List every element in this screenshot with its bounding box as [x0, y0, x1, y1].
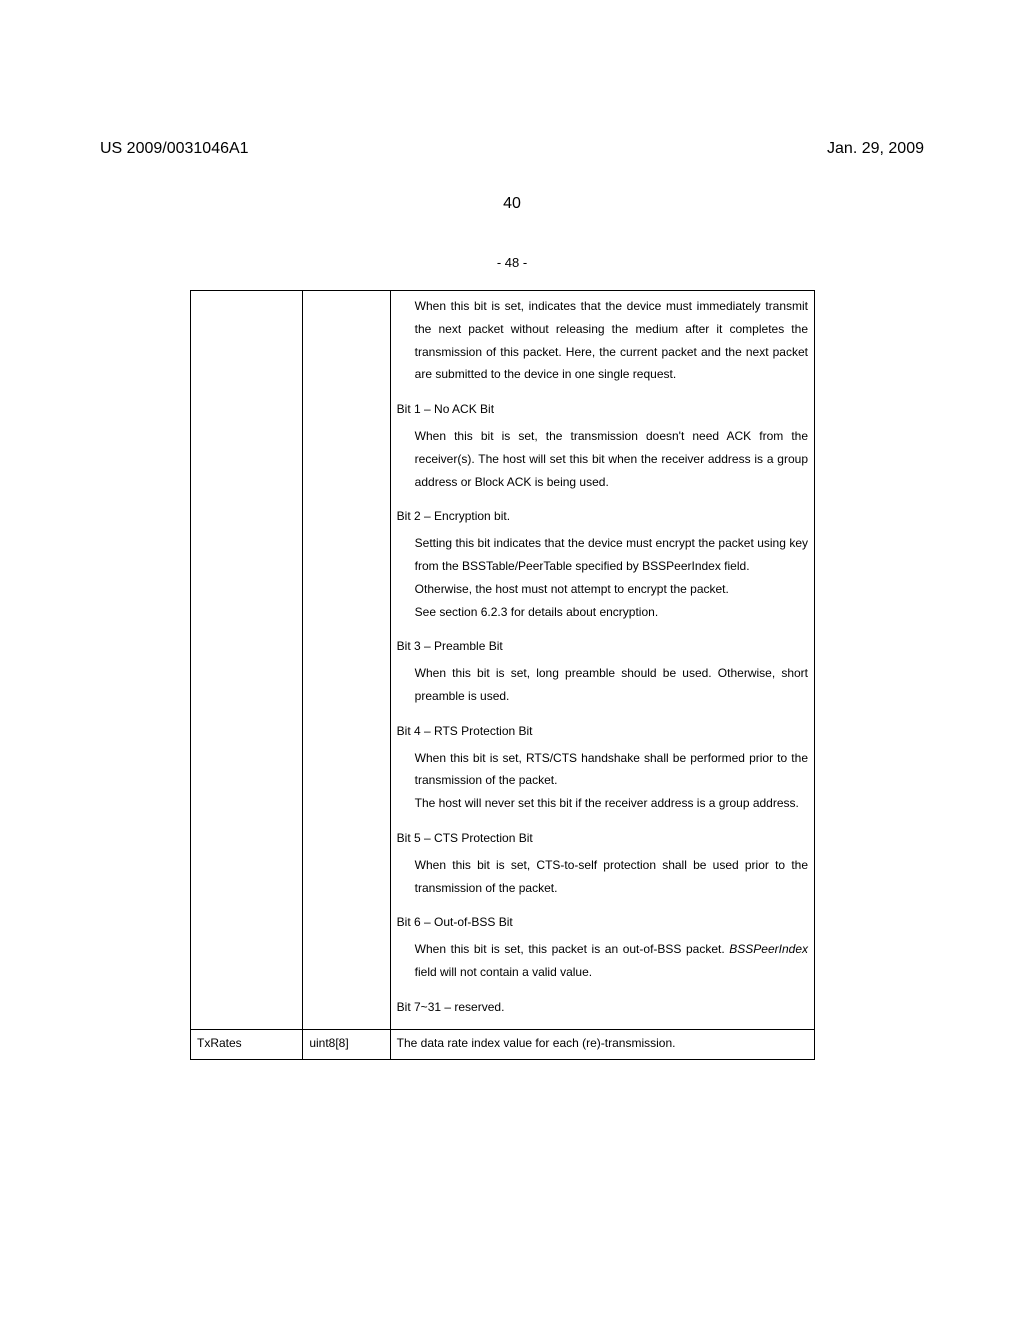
- bit-6-post: field will not contain a valid value.: [415, 965, 592, 979]
- header-right: Jan. 29, 2009: [827, 140, 924, 158]
- bit-body: Setting this bit indicates that the devi…: [397, 532, 808, 578]
- bit-7: Bit 7~31 – reserved.: [397, 996, 808, 1019]
- bit-body: When this bit is set, indicates that the…: [397, 295, 808, 386]
- bit-6-field: BSSPeerIndex: [729, 942, 808, 956]
- bit-title: Bit 1 – No ACK Bit: [397, 398, 808, 421]
- txrates-type: uint8[8]: [309, 1036, 348, 1050]
- page-number-outer: 40: [0, 195, 1024, 213]
- bit-body: When this bit is set, long preamble shou…: [397, 662, 808, 708]
- bit-intro: When this bit is set, indicates that the…: [397, 295, 808, 386]
- bit-title: Bit 3 – Preamble Bit: [397, 635, 808, 658]
- field-desc-cell: The data rate index value for each (re)-…: [390, 1029, 814, 1059]
- field-name-cell: TxRates: [191, 1029, 303, 1059]
- bit-3: Bit 3 – Preamble Bit When this bit is se…: [397, 635, 808, 707]
- field-desc-cell: When this bit is set, indicates that the…: [390, 291, 814, 1030]
- bit-body: When this bit is set, CTS-to-self protec…: [397, 854, 808, 900]
- field-type-cell: uint8[8]: [303, 1029, 390, 1059]
- bit-1: Bit 1 – No ACK Bit When this bit is set,…: [397, 398, 808, 493]
- bit-5: Bit 5 – CTS Protection Bit When this bit…: [397, 827, 808, 899]
- table-row: TxRates uint8[8] The data rate index val…: [191, 1029, 815, 1059]
- bit-body: When this bit is set, the transmission d…: [397, 425, 808, 493]
- field-name-cell: [191, 291, 303, 1030]
- bit-body: The host will never set this bit if the …: [397, 792, 808, 815]
- bit-6-pre: When this bit is set, this packet is an …: [415, 942, 730, 956]
- bit-body: When this bit is set, RTS/CTS handshake …: [397, 747, 808, 793]
- bit-body: See section 6.2.3 for details about encr…: [397, 601, 808, 624]
- bit-title: Bit 4 – RTS Protection Bit: [397, 720, 808, 743]
- txrates-desc: The data rate index value for each (re)-…: [397, 1034, 808, 1053]
- bit-4: Bit 4 – RTS Protection Bit When this bit…: [397, 720, 808, 815]
- bit-title: Bit 5 – CTS Protection Bit: [397, 827, 808, 850]
- bit-2: Bit 2 – Encryption bit. Setting this bit…: [397, 505, 808, 623]
- txrates-name: TxRates: [197, 1036, 242, 1050]
- bit-title: Bit 2 – Encryption bit.: [397, 505, 808, 528]
- bit-body: When this bit is set, this packet is an …: [397, 938, 808, 984]
- spec-table: When this bit is set, indicates that the…: [190, 290, 815, 1060]
- table-row: When this bit is set, indicates that the…: [191, 291, 815, 1030]
- bit-title: Bit 7~31 – reserved.: [397, 996, 808, 1019]
- bit-title: Bit 6 – Out-of-BSS Bit: [397, 911, 808, 934]
- bit-6: Bit 6 – Out-of-BSS Bit When this bit is …: [397, 911, 808, 983]
- bit-body: Otherwise, the host must not attempt to …: [397, 578, 808, 601]
- page-number-inner: - 48 -: [0, 255, 1024, 270]
- field-type-cell: [303, 291, 390, 1030]
- header-left: US 2009/0031046A1: [100, 140, 249, 158]
